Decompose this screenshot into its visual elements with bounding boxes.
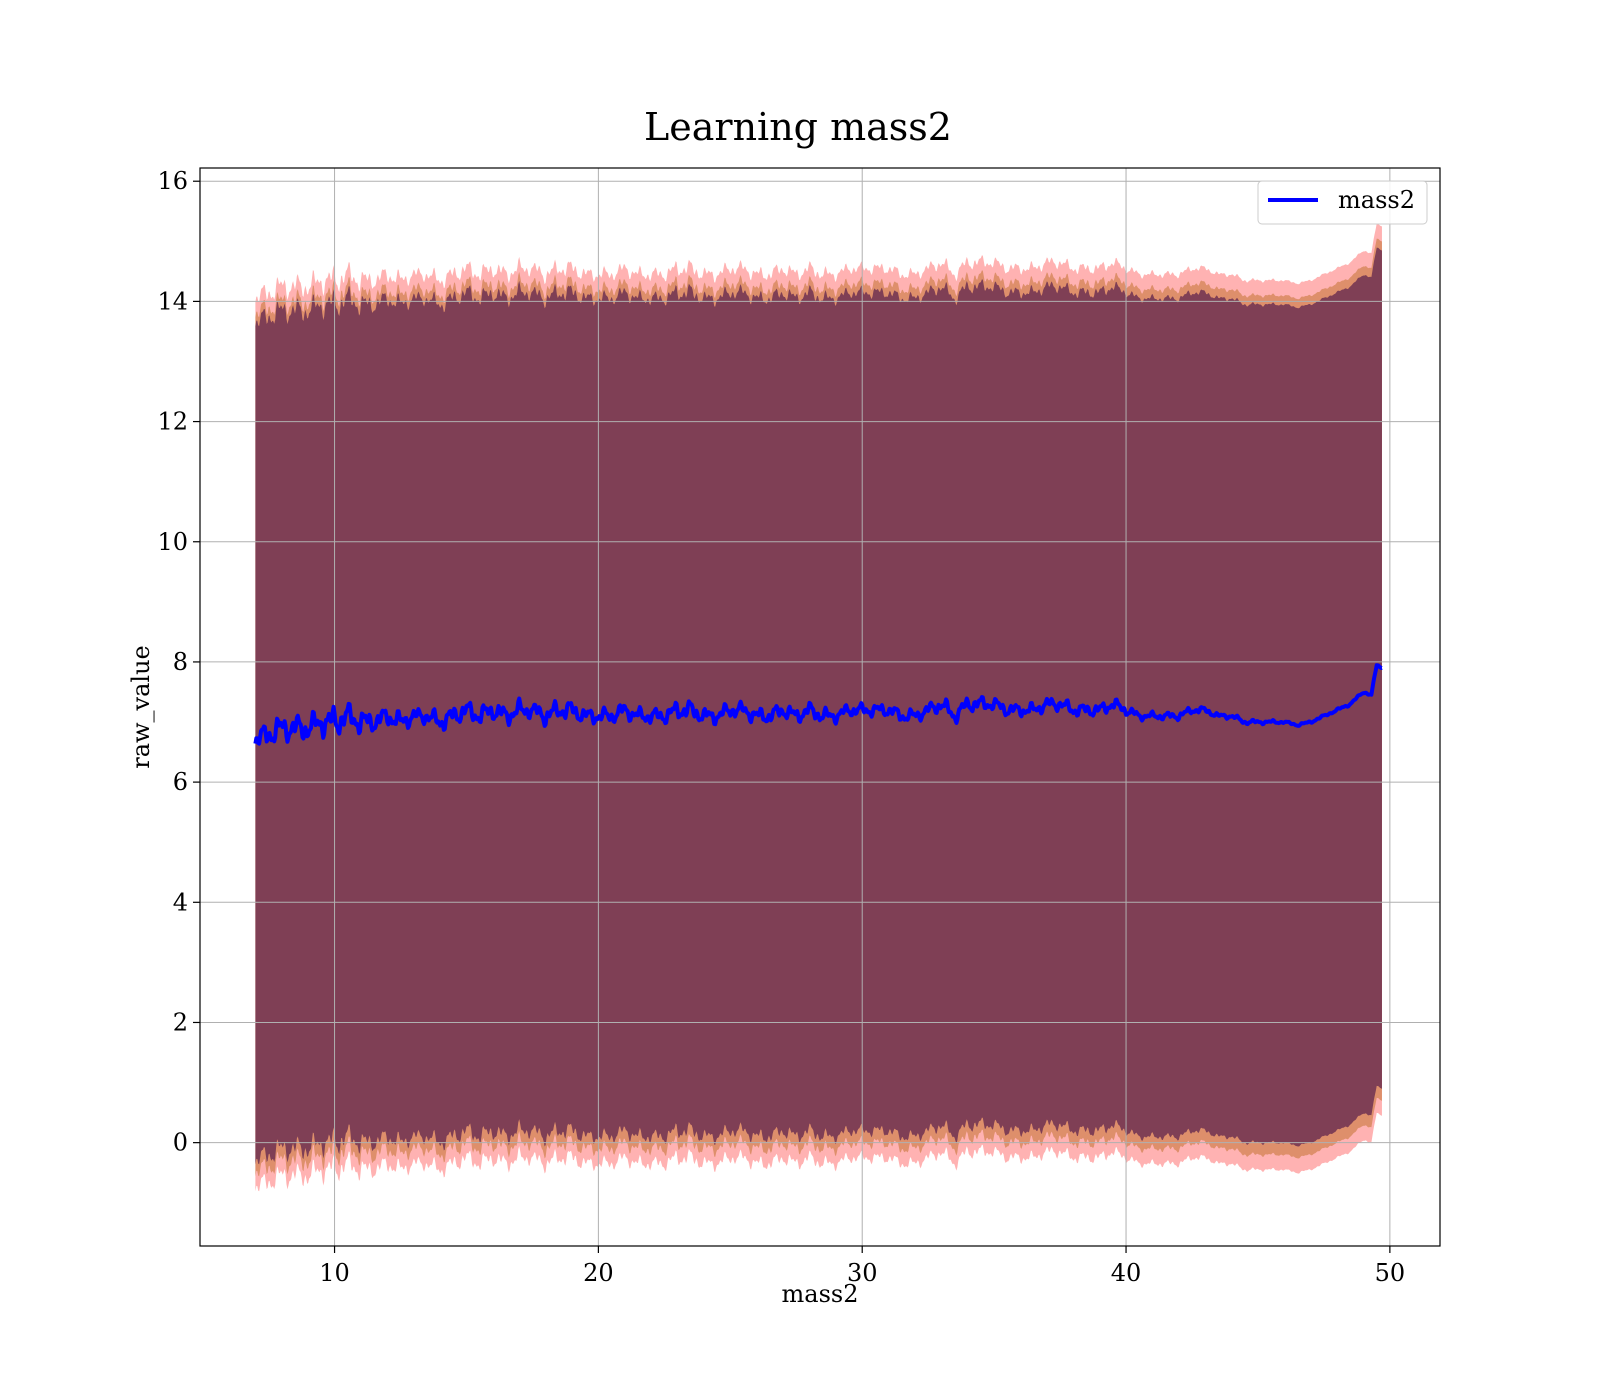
y-axis-label: raw_value bbox=[127, 645, 155, 769]
y-tick-label: 16 bbox=[157, 167, 188, 195]
legend-box bbox=[1257, 180, 1428, 225]
y-tick-label: 2 bbox=[173, 1008, 188, 1036]
x-tick-label: 40 bbox=[1111, 1259, 1142, 1287]
y-tick-label: 14 bbox=[157, 287, 188, 315]
x-tick-label: 20 bbox=[583, 1259, 614, 1287]
plot-frame bbox=[199, 167, 1441, 1247]
series-line-mass2 bbox=[253, 663, 1384, 746]
band-0 bbox=[255, 247, 1382, 1165]
x-axis-label: mass2 bbox=[782, 1280, 859, 1308]
series-line-layer bbox=[253, 663, 1384, 746]
y-tick-label: 6 bbox=[173, 768, 188, 796]
legend-label-mass2: mass2 bbox=[1338, 186, 1415, 214]
x-tick-label: 50 bbox=[1375, 1259, 1406, 1287]
x-tick-label: 30 bbox=[847, 1259, 878, 1287]
x-tick-label: 10 bbox=[319, 1259, 350, 1287]
legend: mass2 bbox=[1257, 180, 1428, 225]
y-tick-label: 10 bbox=[157, 528, 188, 556]
confidence-bands bbox=[255, 223, 1382, 1192]
axis-ticks: 10 20 30 40 50 0 2 4 6 8 10 12 14 16 bbox=[157, 167, 1405, 1287]
y-tick-label: 0 bbox=[173, 1129, 188, 1157]
y-tick-label: 12 bbox=[157, 408, 188, 436]
y-tick-label: 4 bbox=[173, 888, 188, 916]
grid-lines bbox=[200, 168, 1440, 1246]
y-tick-label: 8 bbox=[173, 648, 188, 676]
chart-title: Learning mass2 bbox=[644, 105, 952, 149]
